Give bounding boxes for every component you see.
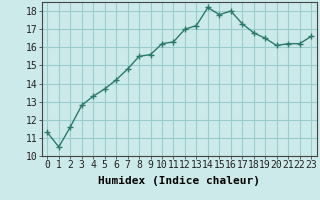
- X-axis label: Humidex (Indice chaleur): Humidex (Indice chaleur): [98, 176, 260, 186]
